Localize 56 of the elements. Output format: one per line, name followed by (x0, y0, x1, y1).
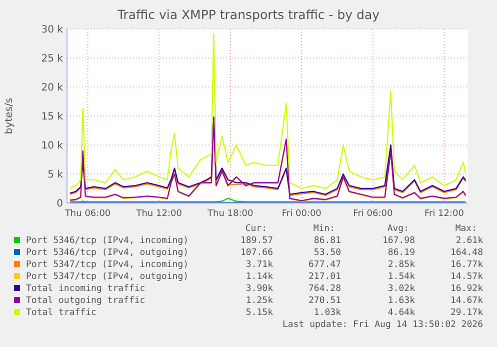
text: 1.14k (246, 272, 274, 282)
text: 1.25k (246, 296, 274, 306)
text: 677.47 (308, 260, 341, 270)
x-tick-label: Fri 06:00 (353, 209, 393, 219)
text: 2.61k (456, 236, 484, 246)
text: 189.57 (240, 236, 273, 246)
text: 14.67k (450, 296, 484, 306)
text: 2.85k (388, 260, 416, 270)
legend-label: Total outgoing traffic (26, 296, 146, 306)
y-tick-label: 15 k (41, 112, 64, 122)
text: 1.54k (388, 272, 416, 282)
y-tick-label: 10 k (41, 140, 64, 152)
legend-label: Port 5346/tcp (IPv4, incoming) (26, 236, 189, 246)
text: 167.98 (382, 236, 415, 246)
text: 270.51 (308, 296, 341, 306)
text: 1.63k (388, 296, 416, 306)
text: 764.28 (308, 284, 341, 294)
y-tick-label: 5 k (48, 170, 64, 180)
text: 217.01 (308, 272, 341, 282)
text: 5.15k (246, 308, 274, 318)
text: Cur: (245, 224, 267, 234)
y-tick-label: 0 (56, 198, 63, 210)
x-tick-label: Fri 12:00 (424, 209, 464, 219)
legend-label: Port 5347/tcp (IPv4, outgoing) (26, 272, 189, 282)
text: 86.81 (314, 236, 341, 246)
x-tick-label: Thu 12:00 (135, 209, 182, 219)
text: 14.57k (450, 272, 484, 282)
text: 107.66 (240, 248, 273, 258)
text: 86.19 (388, 248, 415, 258)
text: 53.50 (314, 248, 341, 258)
x-tick-label: Fri 00:00 (282, 209, 322, 219)
legend-label: Port 5346/tcp (IPv4, outgoing) (26, 248, 189, 258)
y-tick-label: 30 k (41, 24, 64, 36)
y-tick-label: 25 k (41, 54, 64, 64)
x-tick-label: Thu 18:00 (206, 209, 254, 219)
text: 164.48 (450, 248, 483, 258)
y-tick-label: 20 k (41, 82, 64, 94)
y-axis-title: bytes/s (4, 98, 15, 134)
text: Last update: Fri Aug 14 13:50:02 2026 (282, 320, 483, 330)
text: Min: (313, 224, 335, 234)
legend-label: Total incoming traffic (26, 284, 146, 294)
text: 16.77k (450, 260, 484, 270)
text: 16.92k (450, 284, 484, 294)
text: 29.17k (450, 308, 484, 318)
line-series (69, 33, 466, 190)
text: Max: (455, 224, 477, 234)
text: 3.02k (388, 284, 416, 294)
text: 4.64k (388, 308, 416, 318)
text: 3.90k (246, 284, 274, 294)
legend-label: Port 5347/tcp (IPv4, incoming) (26, 260, 189, 270)
chart-title: Traffic via XMPP transports traffic - by day (116, 7, 380, 22)
text: Avg: (387, 224, 409, 234)
text: 1.03k (314, 308, 342, 318)
text: 3.71k (246, 260, 274, 270)
x-tick-label: Thu 06:00 (64, 209, 111, 219)
legend-label: Total traffic (26, 308, 96, 318)
